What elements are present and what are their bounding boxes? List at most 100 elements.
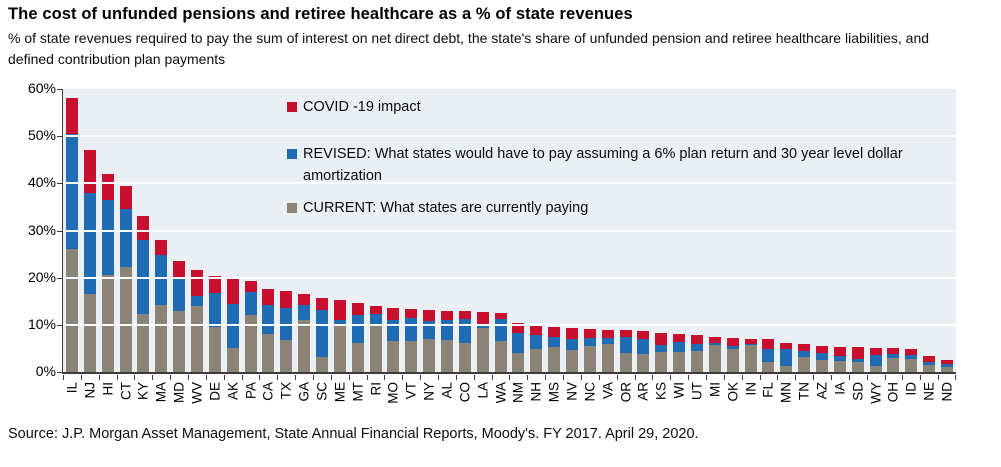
bar-CO-segment-current [458, 343, 471, 372]
bar-RI-segment-revised [369, 313, 382, 325]
bar-LA-segment-covid [476, 311, 489, 324]
x-axis-tick [313, 375, 315, 380]
x-axis-tick [616, 375, 618, 380]
bar-slot-HI: HI [98, 89, 117, 396]
bar-PA-segment-current [244, 314, 257, 372]
bar-OH [887, 348, 900, 372]
bar-slot-MN: MN [777, 89, 795, 403]
x-axis-label-AK: AK [225, 382, 241, 401]
bar-ME [333, 300, 346, 372]
bar-FL-segment-revised [762, 349, 775, 362]
x-axis-tick [580, 375, 582, 380]
x-axis-label-ND: ND [939, 382, 955, 402]
x-axis-label-HI: HI [100, 382, 116, 396]
bar-NM-segment-revised [512, 332, 525, 354]
bar-AZ-segment-revised [816, 353, 829, 361]
bar-NV-segment-current [565, 350, 578, 372]
bar-MD [173, 260, 186, 372]
x-axis-label-NJ: NJ [82, 382, 98, 399]
bar-MT [351, 303, 364, 372]
x-axis-tick [366, 375, 368, 380]
bar-SD-segment-covid [851, 346, 864, 359]
bar-MO-segment-current [387, 340, 400, 372]
bar-NE-segment-current [923, 365, 936, 372]
x-axis-tick [723, 375, 725, 380]
bar-ND-segment-revised [941, 363, 954, 368]
bar-OH-segment-covid [887, 348, 900, 354]
bar-VA [601, 329, 614, 372]
x-axis-label-CO: CO [457, 382, 473, 403]
x-axis-label-NE: NE [921, 382, 937, 401]
bar-VT-segment-revised [405, 318, 418, 341]
x-axis-label-WV: WV [189, 382, 205, 404]
bar-MD-segment-current [173, 310, 186, 372]
y-axis-label-30: 30% [27, 221, 56, 238]
bar-slot-IA: IA [830, 89, 849, 395]
bar-MN-segment-revised [780, 349, 793, 367]
current-swatch-icon [287, 203, 297, 213]
bar-OR-segment-current [619, 353, 632, 372]
bar-TX [280, 290, 293, 372]
x-axis-label-NM: NM [510, 382, 526, 403]
bar-HI-segment-revised [101, 199, 114, 275]
x-axis-label-PA: PA [243, 382, 259, 400]
bar-NE-segment-covid [923, 355, 936, 363]
x-axis-tick [848, 375, 850, 380]
x-axis-label-FL: FL [760, 382, 776, 398]
x-axis-tick [795, 375, 797, 380]
bar-AR [637, 331, 650, 372]
x-axis-label-VT: VT [403, 382, 419, 400]
bar-IN-segment-revised [744, 343, 757, 346]
bar-ND [941, 360, 954, 372]
bar-MO-segment-covid [387, 308, 400, 321]
x-axis-tick [563, 375, 565, 380]
bar-CT [119, 186, 132, 372]
bar-slot-NV: NV [563, 89, 581, 401]
bar-IA-segment-covid [833, 346, 846, 356]
bar-NJ-segment-covid [83, 150, 96, 193]
bar-WA-segment-covid [494, 313, 507, 319]
bar-SD-segment-current [851, 362, 864, 372]
bar-VA-segment-revised [601, 337, 614, 344]
bar-GA-segment-covid [298, 293, 311, 305]
bar-series-container: IL NJ HI CT KY MA MD WV DE AK PA CA TX GA SC ME MT RI MO VT… [63, 89, 956, 404]
bar-FL-segment-covid [762, 339, 775, 350]
x-axis-label-DE: DE [207, 382, 223, 401]
bar-WI-segment-revised [673, 342, 686, 353]
x-axis-tick [348, 375, 350, 380]
x-axis-label-AR: AR [635, 382, 651, 401]
bar-ID-segment-current [905, 358, 918, 372]
bar-KS-segment-covid [655, 333, 668, 345]
bar-slot-CA: CA [259, 89, 277, 401]
bar-FL [762, 339, 775, 372]
bar-NJ-segment-current [83, 294, 96, 372]
bar-AL-segment-current [440, 340, 453, 372]
x-axis-tick [670, 375, 672, 380]
bar-slot-SC: SC [313, 89, 331, 401]
x-axis-label-TN: TN [796, 382, 812, 400]
x-axis-label-MS: MS [546, 382, 562, 403]
y-axis-label-40: 40% [27, 174, 56, 191]
bar-PA-segment-covid [244, 280, 257, 292]
bar-ME-segment-revised [333, 319, 346, 325]
bar-MT-segment-covid [351, 303, 364, 316]
chart-subtitle: % of state revenues required to pay the … [8, 30, 930, 67]
bar-IN-segment-covid [744, 338, 757, 344]
x-axis-tick [473, 375, 475, 380]
bar-WY-segment-covid [869, 347, 882, 356]
x-axis-tick [402, 375, 404, 380]
bar-slot-WI: WI [670, 89, 688, 399]
legend-item-current: CURRENT: What states are currently payin… [287, 197, 977, 219]
x-axis-tick [705, 375, 707, 380]
x-axis-tick [938, 375, 940, 380]
y-axis-tick-10 [57, 324, 62, 326]
bar-slot-VA: VA [598, 89, 617, 399]
bar-AL [440, 310, 453, 372]
bar-CA-segment-revised [262, 305, 275, 335]
bar-CA-segment-covid [262, 288, 275, 306]
x-axis-label-NH: NH [528, 382, 544, 402]
bar-MD-segment-revised [173, 277, 186, 311]
bar-ID-segment-revised [905, 355, 918, 359]
bar-slot-MT: MT [348, 89, 367, 402]
